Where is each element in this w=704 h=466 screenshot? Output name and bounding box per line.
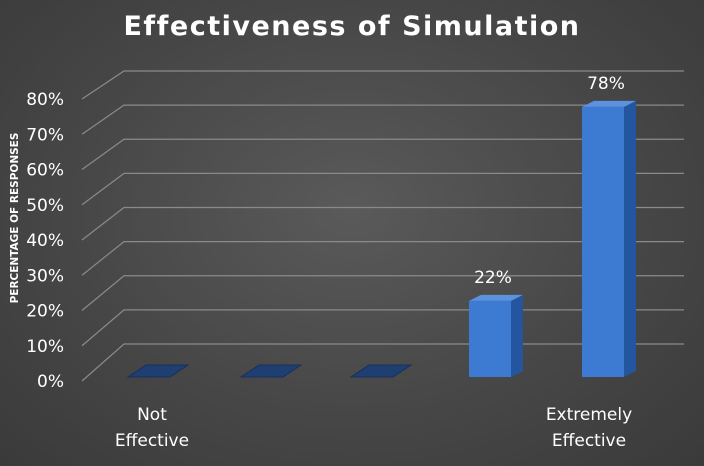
bar-front [469, 300, 511, 377]
y-tick-label: 10% [26, 337, 64, 357]
y-tick-label: 60% [26, 161, 64, 181]
gridline-30 [81, 241, 684, 276]
data-label: 78% [587, 74, 625, 94]
y-tick-label: 70% [26, 125, 64, 145]
gridline-50 [81, 172, 684, 206]
bar-top [582, 100, 636, 107]
gridline-60 [81, 138, 684, 170]
bar-front [582, 106, 624, 378]
gridline-80 [81, 70, 684, 100]
y-tick-label: 0% [37, 372, 64, 392]
y-tick-label: 30% [26, 266, 64, 286]
data-labels: 22% 78% [474, 74, 625, 288]
y-axis-label: PERCENTAGE OF RESPONSES [9, 133, 21, 304]
y-tick-label: 20% [26, 302, 64, 322]
bar-side [511, 294, 523, 377]
bar [469, 294, 523, 377]
y-tick-labels: 0% 10% 20% 30% 40% 50% 60% 70% 80% [26, 90, 64, 392]
x-tick-label-line: Extremely [546, 405, 632, 425]
bar [582, 100, 636, 378]
gridline-40 [81, 206, 684, 241]
gridline-70 [81, 104, 684, 135]
bars [126, 100, 636, 378]
y-tick-label: 80% [26, 90, 64, 110]
bar-top [469, 294, 523, 301]
chart-title: Effectiveness of Simulation [123, 11, 580, 42]
x-tick-label-line: Effective [115, 431, 189, 451]
gridline-20 [81, 275, 684, 311]
y-tick-label: 40% [26, 231, 64, 251]
bar-side [624, 100, 636, 378]
data-label: 22% [474, 268, 512, 288]
bar-empty [239, 364, 303, 378]
x-tick-label-line: Not [137, 405, 167, 425]
x-tick-labels: Not Effective Extremely Effective [115, 405, 632, 451]
x-tick-label-line: Effective [552, 431, 626, 451]
bar-empty [126, 364, 190, 378]
x-tick-label: Not Effective [115, 405, 189, 451]
y-tick-label: 50% [26, 196, 64, 216]
gridlines [81, 70, 684, 382]
x-tick-label: Extremely Effective [546, 405, 632, 451]
bar-empty [349, 364, 413, 378]
